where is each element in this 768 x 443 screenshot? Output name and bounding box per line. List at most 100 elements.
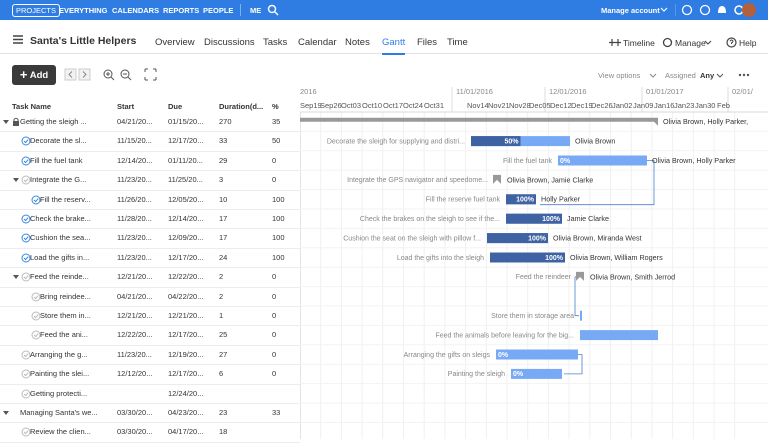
- cell: 12/17/20...: [168, 330, 204, 340]
- more-menu[interactable]: [738, 73, 750, 77]
- nav-link[interactable]: CALENDARS: [112, 6, 160, 15]
- cell: 11/23/20...: [117, 349, 152, 359]
- next-button[interactable]: [78, 68, 91, 81]
- task-name[interactable]: Cushion the sea...: [30, 233, 91, 243]
- task-name[interactable]: Arranging the g...: [30, 349, 88, 359]
- task-row[interactable]: Store them in... 12/21/20... 12/21/20... 1 0: [0, 306, 300, 327]
- cell: 0: [272, 369, 277, 379]
- nav-link[interactable]: PEOPLE: [203, 6, 234, 15]
- bell-icon[interactable]: [718, 6, 726, 13]
- task-name[interactable]: Painting the slei...: [30, 369, 90, 379]
- view-options[interactable]: View options: [598, 71, 641, 80]
- column-header[interactable]: %: [272, 102, 279, 111]
- tab[interactable]: Discussions: [204, 37, 255, 48]
- tab[interactable]: Gantt: [382, 37, 406, 55]
- column-header[interactable]: Task Name: [12, 102, 52, 111]
- task-row[interactable]: Review the clien... 03/30/20... 04/17/20..…: [0, 422, 300, 443]
- assigned-filter[interactable]: Any: [700, 71, 715, 80]
- add-label: Add: [29, 70, 49, 81]
- month-label: 02/01/: [732, 87, 754, 96]
- cell: 04/17/20...: [168, 427, 204, 437]
- cell: 11/23/20...: [117, 175, 152, 185]
- task-row[interactable]: Feed the reinde... 12/21/20... 12/22/20...…: [0, 267, 300, 288]
- task-name[interactable]: Feed the ani...: [40, 330, 88, 340]
- add-button[interactable]: + Add: [12, 65, 56, 85]
- task-name[interactable]: Bring reindee...: [40, 291, 91, 301]
- task-row[interactable]: Fill the fuel tank 12/14/20... 01/11/20...…: [0, 151, 300, 172]
- cell: 12/24/20...: [168, 388, 204, 398]
- task-name[interactable]: Fill the reserv...: [40, 194, 91, 204]
- column-header[interactable]: Duration(d...: [219, 102, 264, 111]
- task-name[interactable]: Store them in...: [40, 311, 91, 320]
- nav-link[interactable]: ME: [250, 6, 262, 15]
- settings-icon[interactable]: [734, 5, 744, 15]
- task-row[interactable]: Managing Santa's we... 03/30/20... 04/23/2…: [0, 403, 300, 424]
- task-row[interactable]: Painting the slei... 12/12/20... 12/17/20.…: [0, 364, 300, 385]
- task-name[interactable]: Integrate the G...: [30, 175, 87, 185]
- task-row[interactable]: Feed the ani... 12/22/20... 12/17/20... 25 0: [0, 325, 300, 346]
- prev-button[interactable]: [64, 68, 77, 81]
- task-row[interactable]: Arranging the g... 11/23/20... 12/19/20...…: [0, 345, 300, 366]
- task-name[interactable]: Decorate the sl...: [30, 136, 87, 146]
- nav-brand[interactable]: PROJECTS: [12, 4, 61, 17]
- status-icon: [31, 330, 41, 340]
- task-name[interactable]: Load the gifts in...: [30, 252, 90, 262]
- cell: 0: [272, 330, 277, 340]
- zoom-in[interactable]: [103, 69, 113, 79]
- cell: 12/05/20...: [168, 194, 204, 204]
- nav-link[interactable]: EVERYTHING: [59, 6, 108, 15]
- clock-icon[interactable]: [699, 4, 711, 16]
- tab[interactable]: Time: [447, 37, 468, 48]
- task-row[interactable]: Bring reindee... 04/21/20... 04/22/20... 2 0: [0, 287, 300, 307]
- cell: 6: [219, 369, 224, 379]
- bar-task-label: Cushion the seat on the sleigh with pill…: [343, 235, 481, 242]
- cell: 12/14/20...: [117, 155, 153, 165]
- plus-icon: +: [19, 67, 28, 82]
- task-row[interactable]: Fill the reserv... 11/26/20... 12/05/20...…: [0, 190, 300, 210]
- help-button[interactable]: Help: [739, 38, 757, 48]
- task-row[interactable]: Load the gifts in... 11/23/20... 12/17/20.…: [0, 248, 300, 269]
- manage-button[interactable]: Manage: [675, 38, 706, 48]
- task-name[interactable]: Getting the sleigh ...: [20, 117, 87, 126]
- task-row[interactable]: Getting the sleigh ... 04/21/20... 01/15/2…: [0, 112, 300, 133]
- check: [23, 256, 29, 261]
- month-label: 11/01/2016: [456, 87, 493, 96]
- tab[interactable]: Notes: [345, 37, 370, 48]
- tab[interactable]: Tasks: [263, 37, 288, 48]
- task-name[interactable]: Feed the reinde...: [30, 272, 89, 282]
- assignees: Olivia Brown, William Rogers: [570, 253, 663, 262]
- timeline-button[interactable]: Timeline: [623, 38, 655, 48]
- task-name[interactable]: Getting protecti...: [30, 388, 88, 398]
- progress-label: 100%: [542, 216, 561, 223]
- menu-icon[interactable]: [13, 35, 23, 44]
- nav-link[interactable]: REPORTS: [163, 6, 200, 15]
- task-name[interactable]: Managing Santa's we...: [20, 408, 98, 417]
- avatar[interactable]: [742, 3, 756, 17]
- task-row[interactable]: Integrate the G... 11/23/20... 11/25/20...…: [0, 170, 300, 191]
- task-row[interactable]: Check the brake... 11/28/20... 12/14/20...…: [0, 209, 300, 230]
- task-name[interactable]: Check the brake...: [30, 214, 91, 223]
- cell: 270: [219, 117, 232, 126]
- task-name[interactable]: Review the clien...: [30, 427, 91, 437]
- week-label: Jan02: [612, 101, 632, 110]
- tab[interactable]: Overview: [155, 37, 195, 48]
- task-progress: [506, 194, 536, 205]
- column-header[interactable]: Due: [168, 102, 183, 111]
- tab[interactable]: Calendar: [298, 37, 337, 48]
- task-row[interactable]: Getting protecti... 12/24/20...: [0, 384, 300, 404]
- week-label: Oct10: [362, 101, 382, 110]
- week-label: Sep19: [300, 101, 322, 110]
- zoom-out[interactable]: [120, 69, 130, 79]
- task-row[interactable]: Decorate the sl... 11/15/20... 12/17/20...…: [0, 131, 300, 152]
- tab[interactable]: Files: [417, 37, 438, 48]
- task-row[interactable]: Cushion the sea... 11/23/20... 12/09/20...…: [0, 228, 300, 249]
- column-header[interactable]: Start: [117, 102, 135, 111]
- cell: 35: [272, 117, 281, 126]
- task-name[interactable]: Fill the fuel tank: [30, 155, 83, 165]
- search-icon[interactable]: [267, 4, 279, 16]
- account-menu[interactable]: Manage account: [601, 6, 660, 15]
- fullscreen[interactable]: [144, 68, 157, 81]
- timer-icon[interactable]: [681, 4, 693, 16]
- status-icon: [31, 195, 41, 205]
- cell: 100: [272, 194, 285, 204]
